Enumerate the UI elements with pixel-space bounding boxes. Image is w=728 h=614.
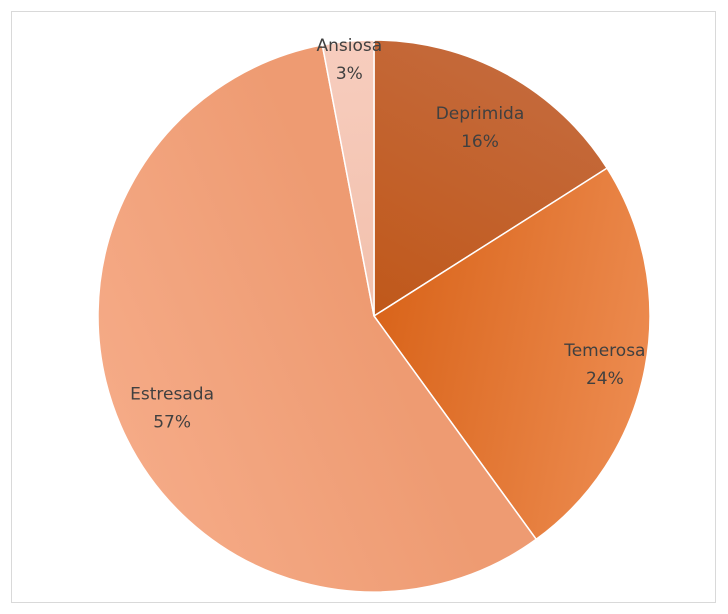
slice-category-label: Deprimida [436, 104, 525, 124]
slice-category-label: Estresada [130, 384, 214, 404]
slice-value-label: 3% [336, 64, 363, 84]
pie-slice-estresada [97, 44, 538, 593]
slice-value-label: 57% [153, 412, 191, 432]
pie-slice-temerosa [372, 167, 651, 541]
pie-labels: Deprimida 16% Temerosa 24% Estresada 57% Ansio… [130, 36, 645, 432]
slice-category-label: Ansiosa [317, 36, 383, 56]
slice-value-label: 16% [461, 132, 499, 152]
pie-slice-ansiosa [321, 39, 375, 317]
pie-slice-deprimida [373, 39, 609, 318]
pie-slices [97, 39, 651, 593]
slice-category-label: Temerosa [563, 341, 645, 361]
slice-value-label: 24% [586, 369, 624, 389]
